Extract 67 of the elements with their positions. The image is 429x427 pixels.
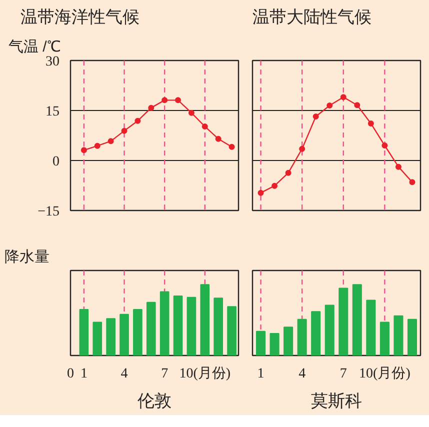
bar (284, 326, 294, 356)
point (202, 124, 208, 130)
bar (173, 296, 183, 356)
bar (92, 322, 102, 356)
point (312, 114, 319, 120)
point (285, 170, 292, 176)
bar (256, 330, 266, 356)
point (108, 138, 114, 144)
x-tick-label: 7 (340, 366, 347, 382)
point (162, 97, 168, 104)
bar (380, 322, 390, 356)
bar (146, 302, 156, 356)
point (228, 144, 235, 150)
x-tick-label: 0 (67, 366, 74, 382)
point (409, 179, 416, 186)
bar (352, 284, 362, 356)
y-tick-label: −15 (38, 204, 60, 220)
bar (79, 308, 89, 356)
point (148, 104, 154, 111)
point (258, 190, 264, 196)
bar (338, 288, 348, 356)
point (382, 142, 388, 148)
point (121, 128, 128, 134)
bar (366, 300, 376, 356)
y-tick-label: 0 (52, 154, 60, 170)
bar (297, 318, 307, 356)
bar (120, 314, 129, 356)
point (326, 102, 333, 108)
y-axis-title: 气温 /℃ (8, 38, 61, 56)
x-axis-title: 伦敦 (138, 392, 172, 410)
bar (407, 318, 418, 356)
point (188, 110, 194, 116)
x-tick-label: 10(月份) (179, 366, 231, 382)
bar (200, 284, 210, 356)
point (299, 146, 306, 152)
bar (133, 308, 142, 356)
point (395, 164, 402, 170)
y-axis-title: 降水量 (4, 248, 50, 266)
x-tick-label: 4 (298, 366, 306, 382)
x-tick-label: 4 (120, 366, 128, 382)
y-tick-label: 15 (46, 104, 60, 120)
point (340, 94, 346, 100)
bar (324, 304, 334, 356)
bar (270, 333, 280, 356)
bar (311, 311, 321, 356)
x-axis-title: 莫斯科 (311, 392, 362, 410)
bar (214, 298, 224, 356)
point (80, 147, 87, 154)
chart-title: 温带大陆性气候 (252, 8, 372, 26)
point (368, 120, 374, 126)
x-tick-label: 10(月份) (359, 366, 411, 382)
point (175, 97, 182, 104)
y-tick-label: 30 (46, 54, 60, 70)
chart-title: 温带海洋性气候 (20, 8, 140, 26)
bar (394, 315, 404, 356)
point (94, 142, 100, 149)
bar (227, 306, 236, 356)
point (272, 182, 278, 189)
bar (186, 296, 196, 356)
point (354, 102, 360, 108)
x-tick-label: 1 (257, 366, 264, 382)
point (134, 118, 141, 124)
bar (106, 318, 116, 356)
x-tick-label: 7 (161, 366, 168, 382)
bar (160, 291, 170, 356)
x-tick-label: 1 (80, 366, 88, 382)
point (215, 136, 222, 142)
